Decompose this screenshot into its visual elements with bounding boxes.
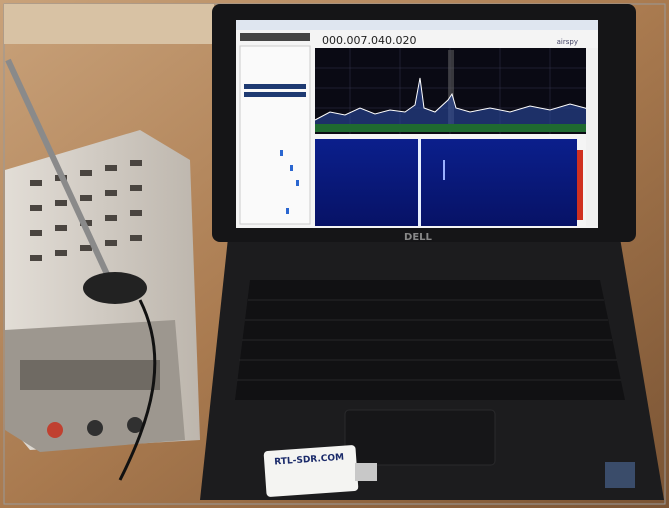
laptop-brand: DELL [404,232,433,243]
panel-header [244,92,306,97]
frequency-display: 000.007.040.020 [322,34,416,47]
antenna-base [83,272,147,304]
dongle [264,445,359,497]
knob [47,422,63,438]
panel-header [244,84,306,89]
page: {"screen": {"frequency": "000.007.040.02… [0,0,669,508]
colorbar [577,150,583,220]
photo: DELL 000.007.040.020 airspy RTL-SDR.COM [0,0,669,508]
usb-plug [355,463,377,481]
waterfall [315,139,577,226]
knob [87,420,103,436]
waterfall-signal [418,139,421,226]
display-panel [20,360,160,390]
title-bar [236,20,598,30]
spectrum-band [315,124,595,132]
side-panel [240,46,310,224]
sticker [605,462,635,488]
toolbar [240,33,310,41]
wall-base [4,4,214,44]
touchpad [345,410,495,465]
logo: airspy [557,38,578,46]
waterfall-signal [443,160,445,180]
right-panel [586,48,598,226]
